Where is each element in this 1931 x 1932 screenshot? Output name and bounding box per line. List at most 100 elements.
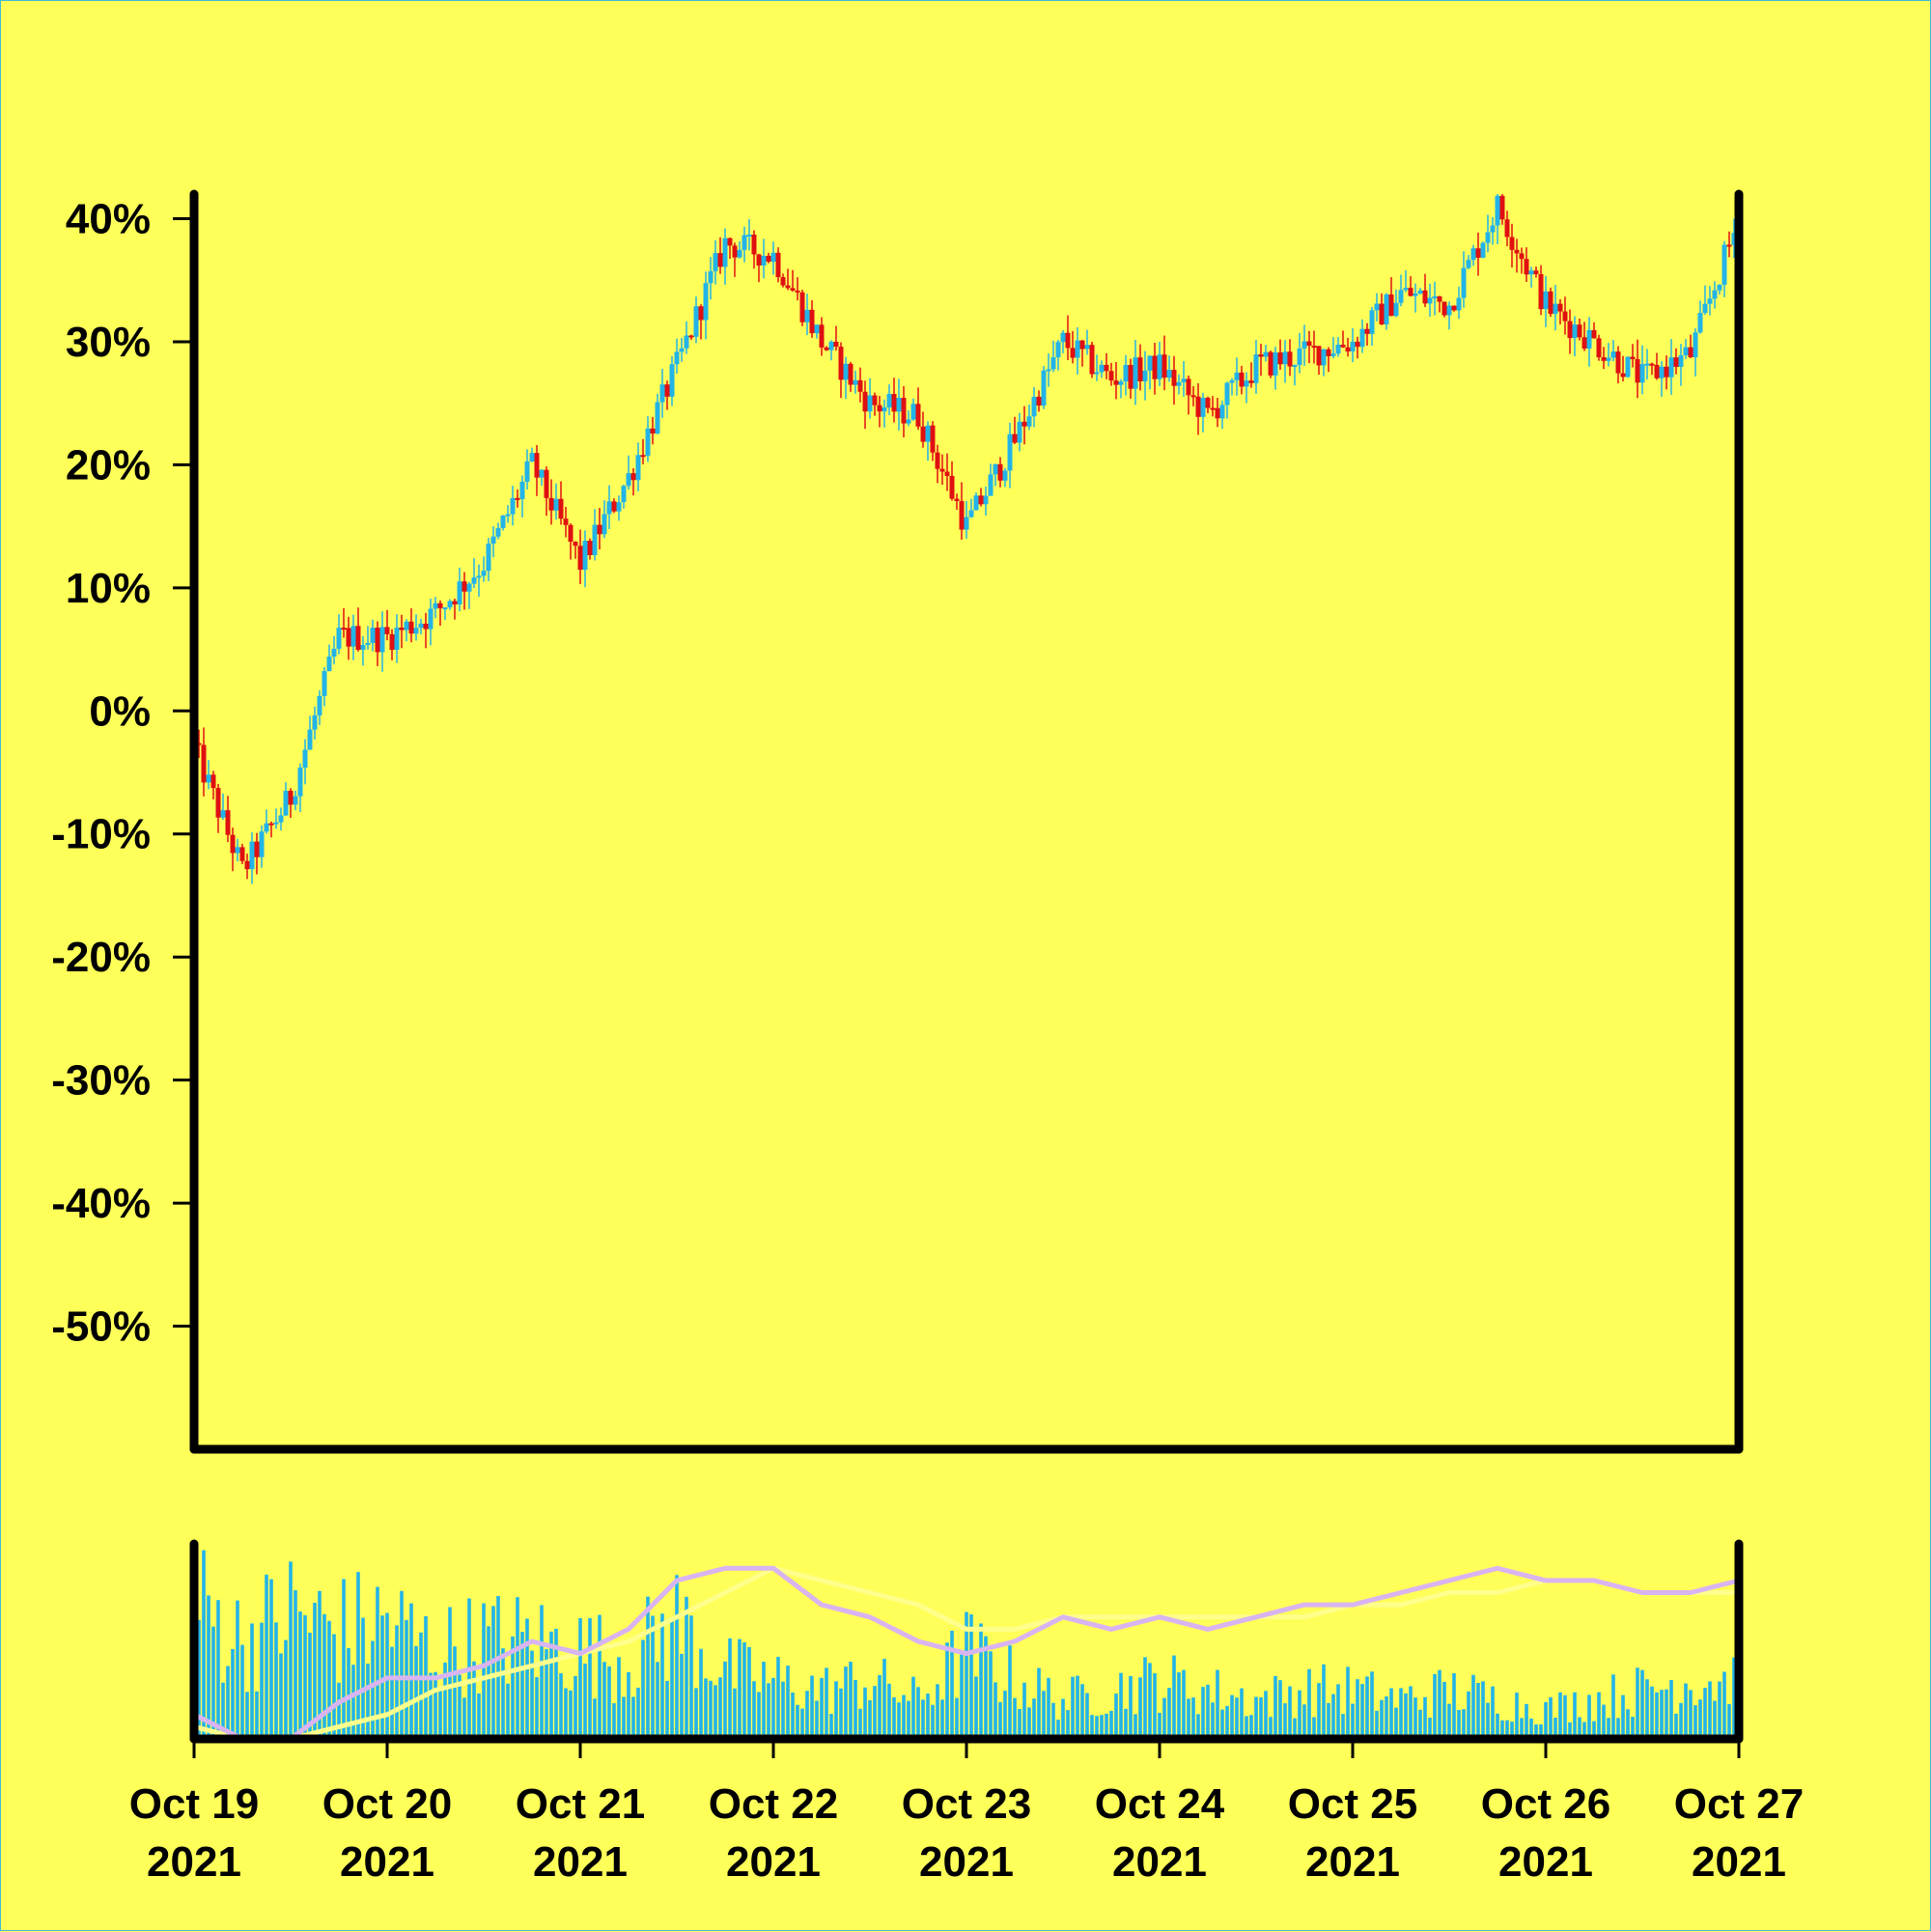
candle-body (1678, 354, 1684, 367)
volume-bar (414, 1645, 418, 1739)
volume-bar (1331, 1694, 1335, 1739)
x-tick-year-label: 2021 (1305, 1838, 1400, 1886)
x-tick-year-label: 2021 (533, 1838, 628, 1886)
volume-bar (984, 1636, 988, 1739)
candle-body (698, 306, 704, 321)
x-tick-year-label: 2021 (1498, 1838, 1593, 1886)
candle-body (1359, 328, 1365, 348)
volume-bar (202, 1550, 206, 1739)
candle-body (288, 791, 294, 805)
candle-body (1002, 470, 1008, 481)
volume-bar (1133, 1714, 1137, 1739)
candle-body (495, 527, 501, 537)
volume-bar (1148, 1663, 1152, 1739)
candle-body (244, 860, 250, 870)
candle-body (828, 341, 834, 350)
volume-bar (723, 1661, 727, 1739)
candle-body (307, 729, 313, 750)
volume-bar (395, 1625, 399, 1739)
x-tick-label: Oct 26 (1481, 1780, 1611, 1828)
volume-bar (1235, 1697, 1239, 1739)
volume-bar (1027, 1707, 1031, 1739)
candle-body (293, 796, 298, 805)
candle-body (370, 628, 376, 643)
candle-body (1697, 313, 1703, 333)
candle-body (399, 628, 405, 630)
candle-body (1311, 346, 1317, 349)
candle-body (770, 252, 776, 262)
candle-body (394, 628, 400, 651)
volume-bar (438, 1689, 442, 1739)
volume-bar (1172, 1655, 1176, 1739)
candle-body (519, 481, 525, 499)
volume-bar (993, 1682, 997, 1739)
volume-bar (303, 1614, 307, 1739)
volume-bar (1727, 1703, 1731, 1739)
volume-bar (1611, 1674, 1615, 1739)
volume-bar (1674, 1713, 1678, 1739)
volume-bar (289, 1561, 293, 1739)
volume-bar (1713, 1700, 1717, 1739)
candle-body (553, 498, 559, 511)
candle-body (452, 601, 458, 604)
candle-body (1031, 396, 1037, 417)
volume-bar (569, 1690, 573, 1739)
volume-bar (322, 1613, 326, 1739)
volume-bar (1578, 1717, 1581, 1739)
candle-body (1461, 267, 1467, 298)
candle-body (833, 341, 839, 348)
volume-bar (728, 1638, 732, 1739)
candle-body (548, 497, 554, 511)
candle-body (1021, 421, 1027, 427)
volume-bar (1129, 1675, 1133, 1739)
y-tick-label: 30% (66, 319, 151, 366)
volume-bar (1500, 1720, 1504, 1739)
candle-body (225, 810, 231, 835)
candle-body (1297, 349, 1302, 366)
candle-body (1451, 305, 1457, 311)
volume-bar (1394, 1707, 1398, 1739)
volume-bar (1066, 1710, 1070, 1739)
volume-bar (530, 1650, 534, 1739)
volume-bar (380, 1615, 384, 1739)
candle-body (964, 517, 969, 530)
volume-bar (1061, 1698, 1065, 1739)
volume-bar (231, 1649, 235, 1739)
volume-bar (226, 1666, 230, 1739)
volume-bar (1288, 1686, 1292, 1739)
volume-bar (1273, 1675, 1277, 1739)
candle-body (795, 290, 800, 293)
volume-bar (1650, 1686, 1654, 1739)
candle-body (1287, 351, 1293, 367)
volume-bar (1655, 1692, 1659, 1739)
volume-bar (1042, 1691, 1046, 1739)
volume-bar (694, 1688, 698, 1739)
volume-bar (965, 1611, 968, 1739)
candle-body (915, 404, 921, 427)
candle-body (413, 628, 419, 634)
volume-bar (347, 1647, 350, 1739)
candle-body (239, 847, 245, 861)
candle-body (722, 238, 728, 267)
x-tick-label: Oct 27 (1674, 1780, 1805, 1828)
volume-bar (308, 1632, 312, 1739)
volume-bar (366, 1664, 370, 1739)
volume-bar (236, 1600, 239, 1739)
candle-body (746, 235, 752, 238)
candle-body (1369, 310, 1375, 334)
volume-bar (602, 1662, 606, 1739)
candle-body (761, 255, 767, 266)
volume-bar (1341, 1714, 1345, 1739)
volume-bar (969, 1614, 973, 1739)
candle-body (587, 541, 593, 556)
volume-bar (535, 1677, 539, 1739)
candle-body (1712, 290, 1718, 299)
candle-body (1528, 270, 1534, 275)
candle-body (1664, 366, 1669, 378)
volume-bar (1047, 1677, 1050, 1739)
volume-bar (680, 1653, 684, 1739)
volume-bar (197, 1619, 201, 1739)
volume-bar (805, 1691, 809, 1739)
candle-body (1094, 372, 1100, 375)
volume-bar (1486, 1702, 1490, 1739)
